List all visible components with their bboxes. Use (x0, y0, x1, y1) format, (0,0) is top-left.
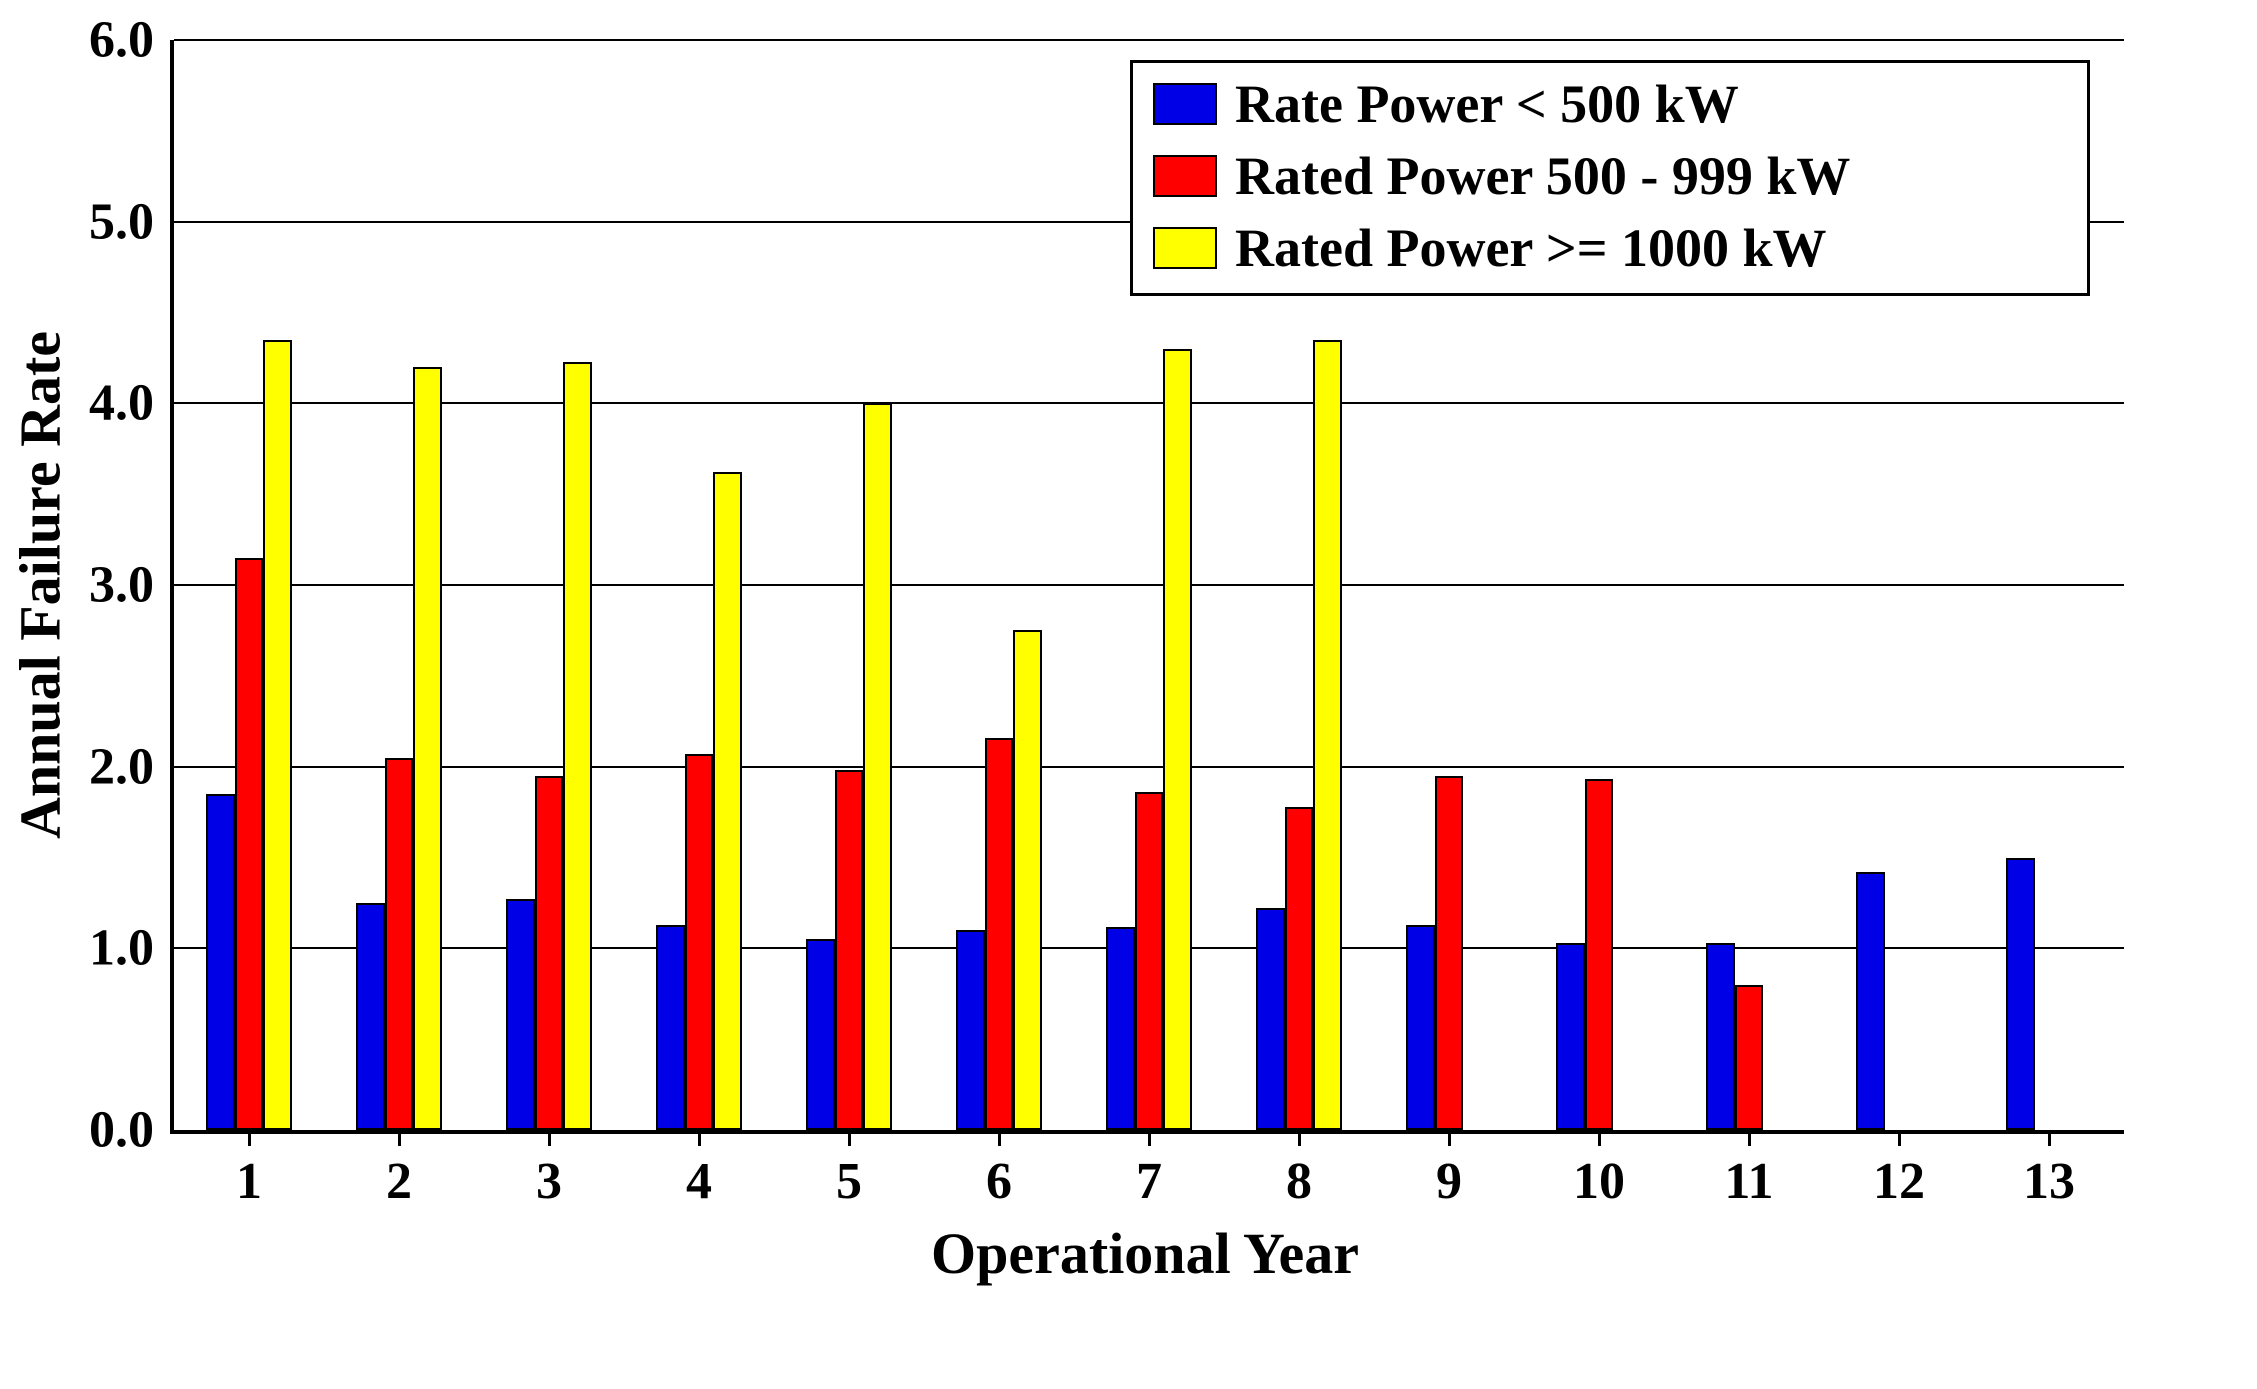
legend-label: Rated Power 500 - 999 kW (1235, 145, 1850, 207)
bar (235, 558, 264, 1130)
bar (385, 758, 414, 1130)
y-tick-label: 1.0 (89, 919, 174, 978)
y-tick-label: 3.0 (89, 556, 174, 615)
bar (835, 770, 864, 1130)
bar (863, 403, 892, 1130)
legend-label: Rate Power < 500 kW (1235, 73, 1739, 135)
bar (685, 754, 714, 1130)
x-tick-label: 1 (236, 1130, 262, 1211)
grid-line (174, 402, 2124, 404)
legend-label: Rated Power >= 1000 kW (1235, 217, 1827, 279)
bar (1285, 807, 1314, 1130)
y-tick-label: 0.0 (89, 1101, 174, 1160)
bar (1106, 927, 1135, 1130)
x-tick-label: 7 (1136, 1130, 1162, 1211)
bar (1313, 340, 1342, 1130)
x-tick-label: 4 (686, 1130, 712, 1211)
x-axis-label: Operational Year (931, 1220, 1359, 1287)
x-tick-label: 12 (1873, 1130, 1925, 1211)
failure-rate-chart: 0.01.02.03.04.05.06.012345678910111213 A… (0, 0, 2257, 1389)
bar (1585, 779, 1614, 1130)
x-tick-label: 13 (2023, 1130, 2075, 1211)
bar (506, 899, 535, 1130)
bar (806, 939, 835, 1130)
bar (656, 925, 685, 1130)
legend-item: Rated Power >= 1000 kW (1153, 217, 2063, 279)
legend-swatch (1153, 155, 1217, 197)
bar (956, 930, 985, 1130)
bar (535, 776, 564, 1130)
bar (1735, 985, 1764, 1130)
grid-line (174, 584, 2124, 586)
bar (1706, 943, 1735, 1130)
bar (1163, 349, 1192, 1130)
x-tick-label: 5 (836, 1130, 862, 1211)
bar (1013, 630, 1042, 1130)
grid-line (174, 766, 2124, 768)
legend-item: Rated Power 500 - 999 kW (1153, 145, 2063, 207)
bar (1135, 792, 1164, 1130)
bar (206, 794, 235, 1130)
x-tick-label: 3 (536, 1130, 562, 1211)
legend: Rate Power < 500 kW Rated Power 500 - 999… (1130, 60, 2090, 296)
bar (1256, 908, 1285, 1130)
bar (1406, 925, 1435, 1130)
legend-swatch (1153, 227, 1217, 269)
grid-line (174, 39, 2124, 41)
bar (413, 367, 442, 1130)
y-tick-label: 4.0 (89, 374, 174, 433)
x-tick-label: 2 (386, 1130, 412, 1211)
bar (2006, 858, 2035, 1131)
x-tick-label: 10 (1573, 1130, 1625, 1211)
bar (1856, 872, 1885, 1130)
y-tick-label: 5.0 (89, 192, 174, 251)
legend-item: Rate Power < 500 kW (1153, 73, 2063, 135)
bar (563, 362, 592, 1130)
x-tick-label: 9 (1436, 1130, 1462, 1211)
x-tick-label: 11 (1724, 1130, 1773, 1211)
bar (713, 472, 742, 1130)
legend-swatch (1153, 83, 1217, 125)
y-axis-label: Annual Failure Rate (7, 331, 74, 839)
y-tick-label: 2.0 (89, 737, 174, 796)
bar (263, 340, 292, 1130)
bar (1556, 943, 1585, 1130)
y-tick-label: 6.0 (89, 11, 174, 70)
bar (1435, 776, 1464, 1130)
bar (985, 738, 1014, 1130)
x-tick-label: 8 (1286, 1130, 1312, 1211)
bar (356, 903, 385, 1130)
x-tick-label: 6 (986, 1130, 1012, 1211)
